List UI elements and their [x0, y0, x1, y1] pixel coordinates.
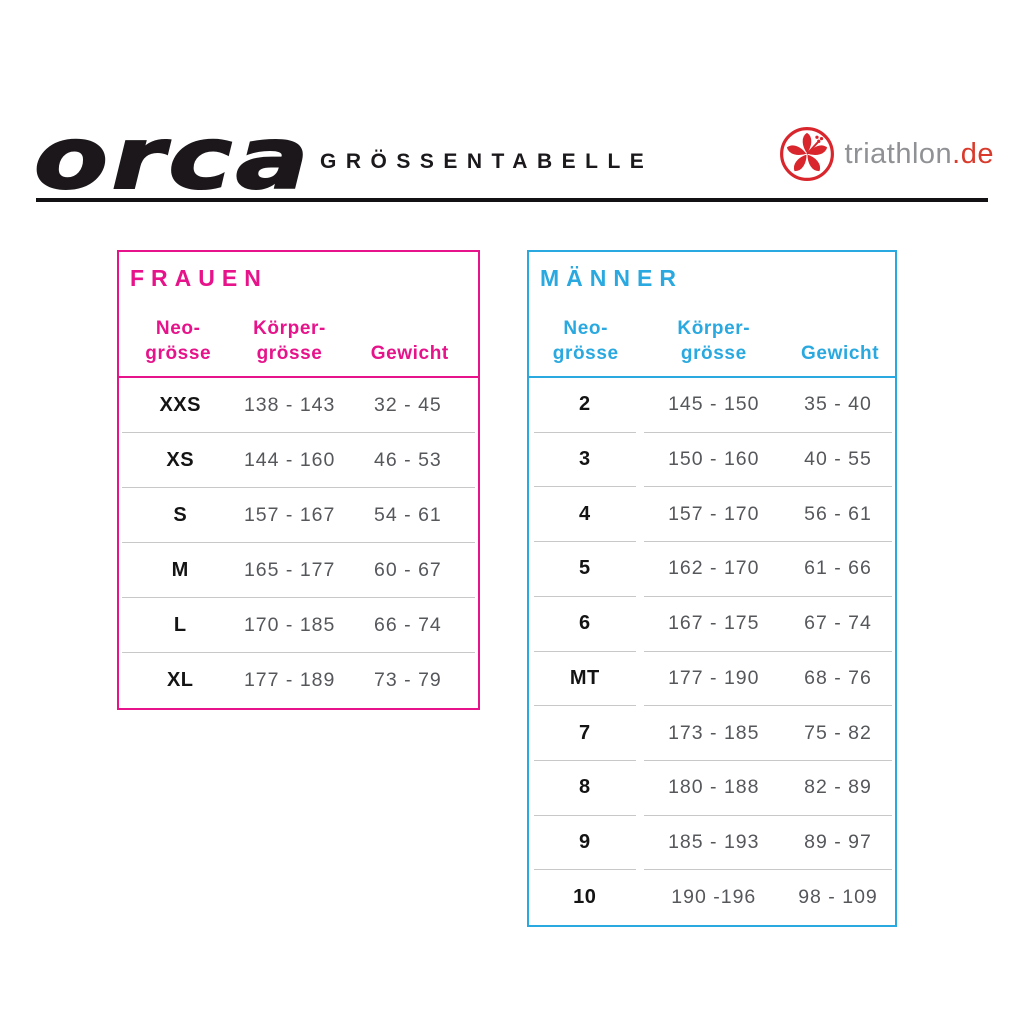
table-row: 10 190 -196 98 - 109 [532, 870, 892, 925]
column-header-gewicht: Gewicht [801, 343, 880, 365]
column-header-neo-groesse: Neo- grösse [145, 317, 212, 365]
column-header-koerper-groesse: Körper- grösse [253, 317, 326, 365]
weight-cell: 40 - 55 [783, 433, 892, 488]
table-row: 8 180 - 188 82 - 89 [532, 761, 892, 816]
body-height-cell: 177 - 190 [643, 652, 784, 707]
weight-cell: 56 - 61 [783, 487, 892, 543]
weight-cell: 66 - 74 [340, 598, 475, 653]
table-row: 5 162 - 170 61 - 66 [532, 542, 892, 597]
table-row: 7 173 - 185 75 - 82 [532, 706, 892, 761]
weight-cell: 46 - 53 [340, 433, 475, 488]
column-header-neo-groesse: Neo- grösse [552, 317, 619, 365]
women-size-table: FRAUEN Neo- grösse Körper- grösse Gewich… [117, 250, 480, 710]
header-divider [36, 198, 988, 202]
body-height-cell: 170 - 185 [238, 598, 341, 653]
table-row: S 157 - 167 54 - 61 [122, 488, 475, 543]
body-height-cell: 157 - 170 [643, 487, 784, 543]
page-title: GRÖSSENTABELLE [320, 150, 654, 173]
women-table-title: FRAUEN [130, 265, 268, 291]
weight-cell: 61 - 66 [783, 542, 892, 597]
table-row: XS 144 - 160 46 - 53 [122, 433, 475, 488]
table-row: 2 145 - 150 35 - 40 [532, 378, 892, 433]
triathlon-logo-text: triathlon.de [844, 137, 995, 170]
men-size-table: MÄNNER Neo- grösse Körper- grösse Gewich… [527, 250, 897, 927]
table-row: XXS 138 - 143 32 - 45 [122, 378, 475, 433]
neo-size-cell: 10 [573, 886, 597, 909]
table-row: 9 185 - 193 89 - 97 [532, 816, 892, 871]
orca-logo: orca [33, 115, 312, 203]
neo-size-cell: XS [122, 433, 239, 488]
men-table-head: MÄNNER Neo- grösse Körper- grösse Gewich… [529, 252, 895, 378]
body-height-cell: 138 - 143 [238, 378, 341, 433]
neo-size-cell: 9 [534, 816, 636, 871]
neo-size-cell: 8 [534, 761, 636, 816]
weight-cell: 68 - 76 [783, 652, 892, 707]
weight-cell: 73 - 79 [374, 669, 442, 691]
body-height-cell: 150 - 160 [643, 433, 784, 488]
women-table-head: FRAUEN Neo- grösse Körper- grösse Gewich… [119, 252, 478, 378]
weight-cell: 60 - 67 [340, 543, 475, 598]
partner-tld: .de [952, 137, 994, 170]
body-height-cell: 162 - 170 [643, 542, 784, 597]
neo-size-cell: XL [166, 669, 194, 691]
weight-cell: 67 - 74 [783, 597, 892, 652]
neo-size-cell: 3 [534, 433, 636, 488]
neo-size-cell: XXS [122, 378, 239, 433]
body-height-cell: 145 - 150 [643, 378, 784, 433]
table-row: L 170 - 185 66 - 74 [122, 598, 475, 653]
men-table-title: MÄNNER [540, 265, 683, 291]
women-column-headers: Neo- grösse Körper- grösse Gewicht [119, 316, 478, 376]
neo-size-cell: 6 [534, 597, 636, 652]
column-header-gewicht: Gewicht [370, 343, 449, 365]
table-row: 6 167 - 175 67 - 74 [532, 597, 892, 652]
orca-wordmark: orca [33, 109, 313, 209]
hibiscus-flower-icon [779, 127, 834, 181]
table-row: 3 150 - 160 40 - 55 [532, 433, 892, 488]
neo-size-cell: M [122, 543, 239, 598]
table-row: XL 177 - 189 73 - 79 [122, 653, 475, 708]
men-table-body: 2 145 - 150 35 - 40 3 150 - 160 40 - 55 4 157 -… [529, 378, 895, 925]
partner-name: triathlon [844, 137, 953, 170]
body-height-cell: 144 - 160 [238, 433, 341, 488]
column-header-koerper-groesse: Körper- grösse [677, 317, 751, 365]
neo-size-cell: L [122, 598, 239, 653]
body-height-cell: 190 -196 [671, 886, 757, 909]
weight-cell: 82 - 89 [783, 761, 892, 816]
neo-size-cell: MT [534, 652, 636, 707]
table-row: 4 157 - 170 56 - 61 [532, 487, 892, 543]
neo-size-cell: 2 [534, 378, 636, 433]
body-height-cell: 165 - 177 [238, 543, 341, 598]
body-height-cell: 177 - 189 [243, 669, 336, 691]
weight-cell: 54 - 61 [340, 488, 475, 543]
weight-cell: 32 - 45 [340, 378, 475, 433]
triathlon-logo: triathlon.de [778, 125, 995, 183]
table-row: MT 177 - 190 68 - 76 [532, 652, 892, 707]
body-height-cell: 173 - 185 [643, 706, 784, 761]
neo-size-cell: 4 [534, 487, 636, 543]
neo-size-cell: S [122, 488, 239, 543]
weight-cell: 75 - 82 [783, 706, 892, 761]
body-height-cell: 185 - 193 [643, 816, 784, 871]
weight-cell: 89 - 97 [783, 816, 892, 871]
body-height-cell: 157 - 167 [238, 488, 341, 543]
weight-cell: 98 - 109 [798, 886, 878, 909]
men-column-headers: Neo- grösse Körper- grösse Gewicht [529, 316, 895, 376]
body-height-cell: 180 - 188 [643, 761, 784, 816]
neo-size-cell: 5 [534, 542, 636, 597]
body-height-cell: 167 - 175 [643, 597, 784, 652]
women-table-body: XXS 138 - 143 32 - 45 XS 144 - 160 46 - 53 S 15… [119, 378, 478, 708]
weight-cell: 35 - 40 [783, 378, 892, 433]
neo-size-cell: 7 [534, 706, 636, 761]
table-row: M 165 - 177 60 - 67 [122, 543, 475, 598]
